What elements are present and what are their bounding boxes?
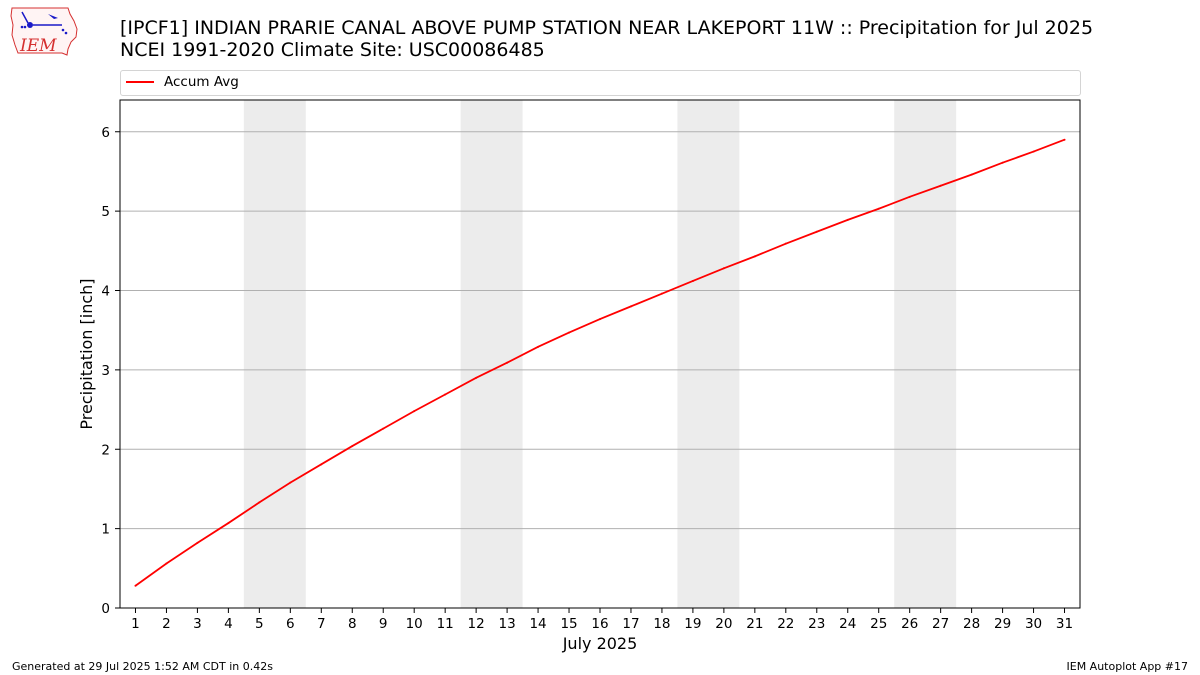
data-point-day-22 — [784, 242, 787, 245]
weekend-band-1 — [460, 100, 523, 608]
data-point-day-20 — [722, 267, 725, 270]
x-tick-label-10: 10 — [406, 616, 423, 632]
generated-timestamp: Generated at 29 Jul 2025 1:52 AM CDT in … — [12, 660, 273, 673]
x-tick-label-27: 27 — [932, 616, 949, 632]
x-tick-label-24: 24 — [839, 616, 856, 632]
x-tick-label-12: 12 — [468, 616, 485, 632]
y-tick-label-3: 3 — [101, 363, 110, 379]
data-point-day-15 — [568, 331, 571, 334]
data-point-day-21 — [753, 255, 756, 258]
data-point-day-27 — [939, 184, 942, 187]
x-tick-label-31: 31 — [1056, 616, 1073, 632]
logo-text: IEM — [19, 36, 57, 56]
data-point-day-7 — [320, 463, 323, 466]
x-tick-label-21: 21 — [746, 616, 763, 632]
x-tick-label-14: 14 — [529, 616, 546, 632]
data-point-day-30 — [1032, 150, 1035, 153]
data-point-day-24 — [846, 218, 849, 221]
x-tick-label-13: 13 — [499, 616, 516, 632]
x-tick-label-18: 18 — [653, 616, 670, 632]
data-point-day-16 — [599, 318, 601, 321]
x-tick-label-17: 17 — [622, 616, 639, 632]
y-tick-label-0: 0 — [101, 601, 110, 617]
chart-title: [IPCF1] INDIAN PRARIE CANAL ABOVE PUMP S… — [120, 17, 1094, 39]
y-tick-label-5: 5 — [101, 204, 110, 220]
autoplot-app-label: IEM Autoplot App #17 — [1066, 660, 1189, 673]
y-tick-label-4: 4 — [101, 284, 110, 300]
weekend-band-2 — [677, 100, 740, 608]
x-tick-label-6: 6 — [286, 616, 295, 632]
legend: Accum Avg — [120, 70, 1081, 96]
y-tick-label-2: 2 — [101, 442, 110, 458]
x-tick-label-7: 7 — [317, 616, 326, 632]
data-point-day-5 — [258, 501, 261, 504]
legend-label-accum-avg: Accum Avg — [164, 74, 239, 90]
x-tick-label-29: 29 — [994, 616, 1011, 632]
x-tick-label-26: 26 — [901, 616, 918, 632]
data-point-day-11 — [444, 393, 447, 396]
x-tick-label-9: 9 — [379, 616, 388, 632]
y-axis-label: Precipitation [inch] — [77, 278, 96, 429]
x-tick-label-19: 19 — [684, 616, 701, 632]
legend-swatch-accum-avg — [126, 81, 154, 83]
y-tick-label-1: 1 — [101, 522, 110, 538]
data-point-day-2 — [165, 562, 168, 565]
data-point-day-4 — [227, 522, 230, 525]
x-tick-label-23: 23 — [808, 616, 825, 632]
x-tick-label-20: 20 — [715, 616, 732, 632]
x-tick-label-16: 16 — [591, 616, 608, 632]
data-point-day-3 — [196, 541, 199, 544]
x-tick-label-28: 28 — [963, 616, 980, 632]
x-tick-label-11: 11 — [437, 616, 454, 632]
x-tick-label-1: 1 — [131, 616, 140, 632]
series-points-0 — [134, 138, 1066, 587]
x-tick-label-25: 25 — [870, 616, 887, 632]
x-tick-label-4: 4 — [224, 616, 233, 632]
data-point-day-29 — [1001, 161, 1004, 164]
data-point-day-14 — [537, 345, 540, 348]
y-tick-label-6: 6 — [101, 125, 110, 141]
data-point-day-8 — [351, 445, 354, 448]
weekend-band-0 — [243, 100, 306, 608]
x-axis-label: July 2025 — [562, 634, 638, 653]
data-point-day-31 — [1063, 138, 1066, 141]
data-point-day-26 — [908, 195, 911, 198]
data-point-day-19 — [691, 279, 694, 282]
x-tick-label-2: 2 — [162, 616, 171, 632]
data-point-day-12 — [475, 376, 478, 379]
data-point-day-28 — [970, 173, 973, 176]
x-tick-label-3: 3 — [193, 616, 202, 632]
data-point-day-10 — [413, 410, 416, 413]
data-point-day-25 — [877, 207, 880, 210]
data-point-day-9 — [382, 427, 385, 430]
x-tick-label-30: 30 — [1025, 616, 1042, 632]
data-point-day-6 — [289, 481, 292, 484]
chart-subtitle: NCEI 1991-2020 Climate Site: USC00086485 — [120, 39, 545, 61]
x-tick-label-22: 22 — [777, 616, 794, 632]
data-point-day-18 — [660, 292, 663, 295]
x-tick-label-8: 8 — [348, 616, 357, 632]
iem-logo: IEM — [8, 5, 80, 63]
data-point-day-1 — [134, 584, 137, 587]
data-point-day-13 — [506, 361, 509, 364]
data-point-day-23 — [815, 230, 818, 233]
x-tick-label-5: 5 — [255, 616, 264, 632]
x-tick-label-15: 15 — [560, 616, 577, 632]
weekend-band-3 — [894, 100, 957, 608]
data-point-day-17 — [629, 305, 632, 308]
